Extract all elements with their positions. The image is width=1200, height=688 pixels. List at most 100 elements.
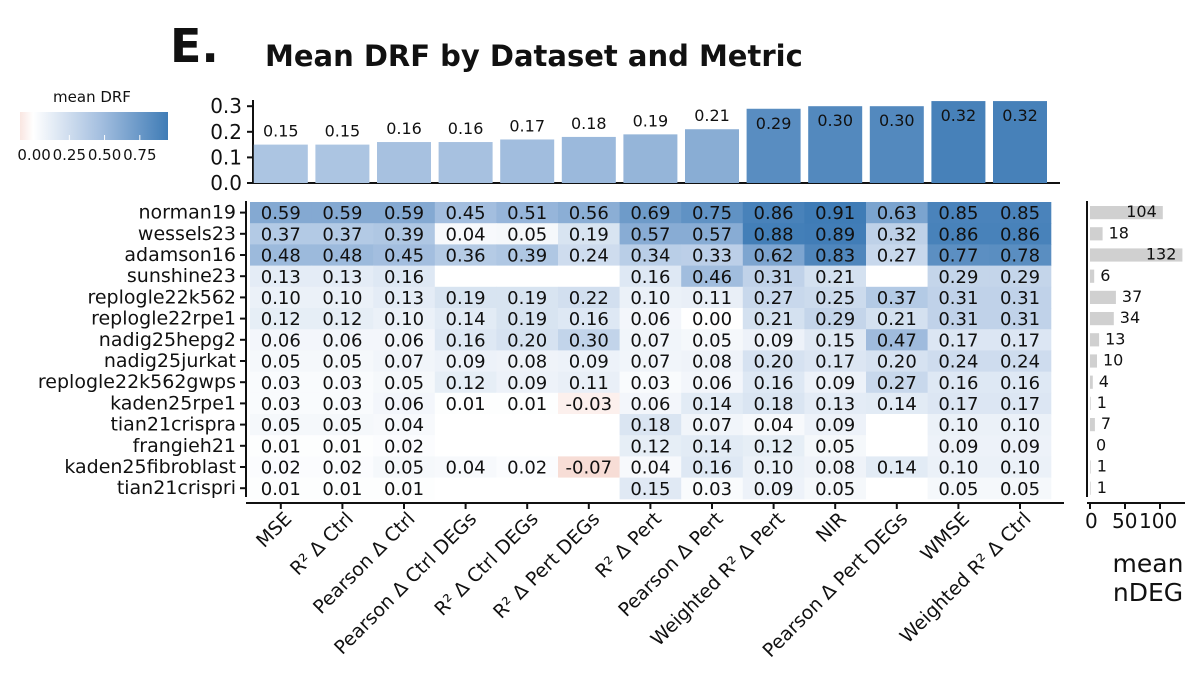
heatmap-cell-value: 0.05 [384, 458, 424, 479]
heatmap-cell [311, 350, 374, 373]
heatmap-cell [373, 202, 436, 224]
heatmap-row-label: frangieh21 [133, 435, 236, 457]
heatmap-cell-value: 0.16 [446, 330, 486, 351]
heatmap-cell-value: 0.37 [261, 224, 301, 245]
heatmap-cell [250, 414, 313, 436]
heatmap-cell-value: 0.03 [692, 479, 732, 500]
top-bar-value-label: 0.15 [325, 122, 361, 141]
top-y-tick-label: 0.0 [210, 171, 242, 195]
heatmap-cell-value: 0.13 [261, 267, 301, 288]
heatmap-cell [742, 329, 805, 351]
heatmap-cell [989, 286, 1052, 309]
heatmap-cell-value: 0.14 [692, 394, 732, 415]
heatmap-cell [619, 202, 682, 224]
heatmap-cell-value: 0.46 [692, 267, 732, 288]
heatmap-cell-value: 0.05 [1000, 479, 1040, 500]
heatmap-col-label: NIR [812, 508, 851, 547]
heatmap-cell-value: 0.04 [446, 224, 486, 245]
heatmap-cell [434, 223, 497, 245]
side-axis-title-line2: nDEG [1113, 578, 1183, 607]
heatmap-row-label: kaden25rpe1 [110, 392, 236, 414]
heatmap-row-label: replogle22rpe1 [91, 308, 236, 330]
heatmap-cell-value: 0.12 [322, 309, 362, 330]
heatmap-cell-value: 0.19 [507, 309, 547, 330]
heatmap-cell [311, 308, 374, 330]
heatmap-cell [804, 392, 867, 415]
heatmap-cell-value: 0.86 [938, 224, 978, 245]
heatmap-cell [250, 435, 313, 457]
heatmap-cell [496, 244, 559, 267]
heatmap-cell [742, 244, 805, 267]
heatmap-cell-value: 0.86 [1000, 224, 1040, 245]
heatmap-cell-value: 0.21 [815, 267, 855, 288]
chart-title: Mean DRF by Dataset and Metric [265, 39, 803, 73]
heatmap-cell [619, 244, 682, 267]
heatmap-cell [373, 477, 436, 500]
panel-letter: E. [170, 19, 219, 73]
heatmap-cell-value: 0.83 [815, 246, 855, 267]
heatmap-cell [434, 244, 497, 267]
heatmap-cell-value: 0.12 [261, 309, 301, 330]
heatmap-cell-value: 0.11 [692, 288, 732, 309]
heatmap-cell-empty [866, 435, 929, 457]
heatmap-cell-empty [496, 477, 559, 500]
heatmap-cell [804, 244, 867, 267]
heatmap-cell [496, 456, 559, 479]
heatmap-cell-value: 0.69 [630, 203, 670, 224]
heatmap-cell-value: 0.12 [446, 373, 486, 394]
heatmap-cell [250, 286, 313, 309]
top-bar [315, 144, 370, 183]
side-x-tick-label: 0 [1085, 509, 1098, 533]
heatmap-cell-value: 0.09 [938, 436, 978, 457]
heatmap-cell [250, 202, 313, 224]
heatmap-cell [742, 308, 805, 330]
heatmap-cell [311, 371, 374, 394]
heatmap-cell-value: 0.05 [692, 330, 732, 351]
heatmap-cell-value: 0.15 [815, 330, 855, 351]
heatmap-cell [558, 202, 621, 224]
heatmap-cell-value: 0.21 [754, 309, 794, 330]
heatmap-cell-value: 0.09 [446, 352, 486, 373]
heatmap-cell [866, 244, 929, 267]
heatmap-cell-value: 0.17 [1000, 394, 1040, 415]
heatmap-cell-value: 0.10 [261, 288, 301, 309]
heatmap-cell [373, 350, 436, 373]
heatmap-cell [373, 329, 436, 351]
heatmap-cell-value: 0.37 [322, 224, 362, 245]
heatmap-cell [804, 202, 867, 224]
heatmap-cell-value: 0.02 [507, 458, 547, 479]
heatmap-cell-empty [866, 265, 929, 288]
heatmap-cell-empty [558, 414, 621, 436]
heatmap-cell [681, 371, 744, 394]
heatmap-cell-value: 0.18 [630, 415, 670, 436]
side-bar-value-label: 7 [1101, 414, 1111, 433]
heatmap-cell [927, 223, 990, 245]
heatmap-cell-value: 0.13 [815, 394, 855, 415]
heatmap-cell [250, 392, 313, 415]
heatmap-cell [681, 414, 744, 436]
heatmap-cell [311, 329, 374, 351]
heatmap-cell [558, 223, 621, 245]
side-bar-value-label: 34 [1120, 308, 1140, 327]
heatmap-cell [558, 329, 621, 351]
heatmap-cell [250, 329, 313, 351]
heatmap-cell-value: 0.39 [507, 246, 547, 267]
heatmap-cell-value: 0.77 [938, 246, 978, 267]
side-bar [1090, 248, 1183, 262]
heatmap-cell [681, 329, 744, 351]
side-bar [1090, 460, 1091, 474]
heatmap-cell-value: 0.06 [384, 330, 424, 351]
heatmap-cell [804, 329, 867, 351]
heatmap-cell [434, 202, 497, 224]
heatmap-cell [311, 456, 374, 479]
heatmap-cell-value: 0.29 [815, 309, 855, 330]
top-bar-value-label: 0.30 [879, 111, 915, 130]
heatmap-col-label: R² Δ Ctrl DEGs [430, 508, 542, 620]
heatmap-cell-value: 0.01 [261, 436, 301, 457]
heatmap-cell [804, 435, 867, 457]
colorbar-tick-label: 0.50 [88, 146, 121, 164]
heatmap-cell [866, 456, 929, 479]
heatmap-cell [989, 456, 1052, 479]
heatmap-cell [311, 223, 374, 245]
